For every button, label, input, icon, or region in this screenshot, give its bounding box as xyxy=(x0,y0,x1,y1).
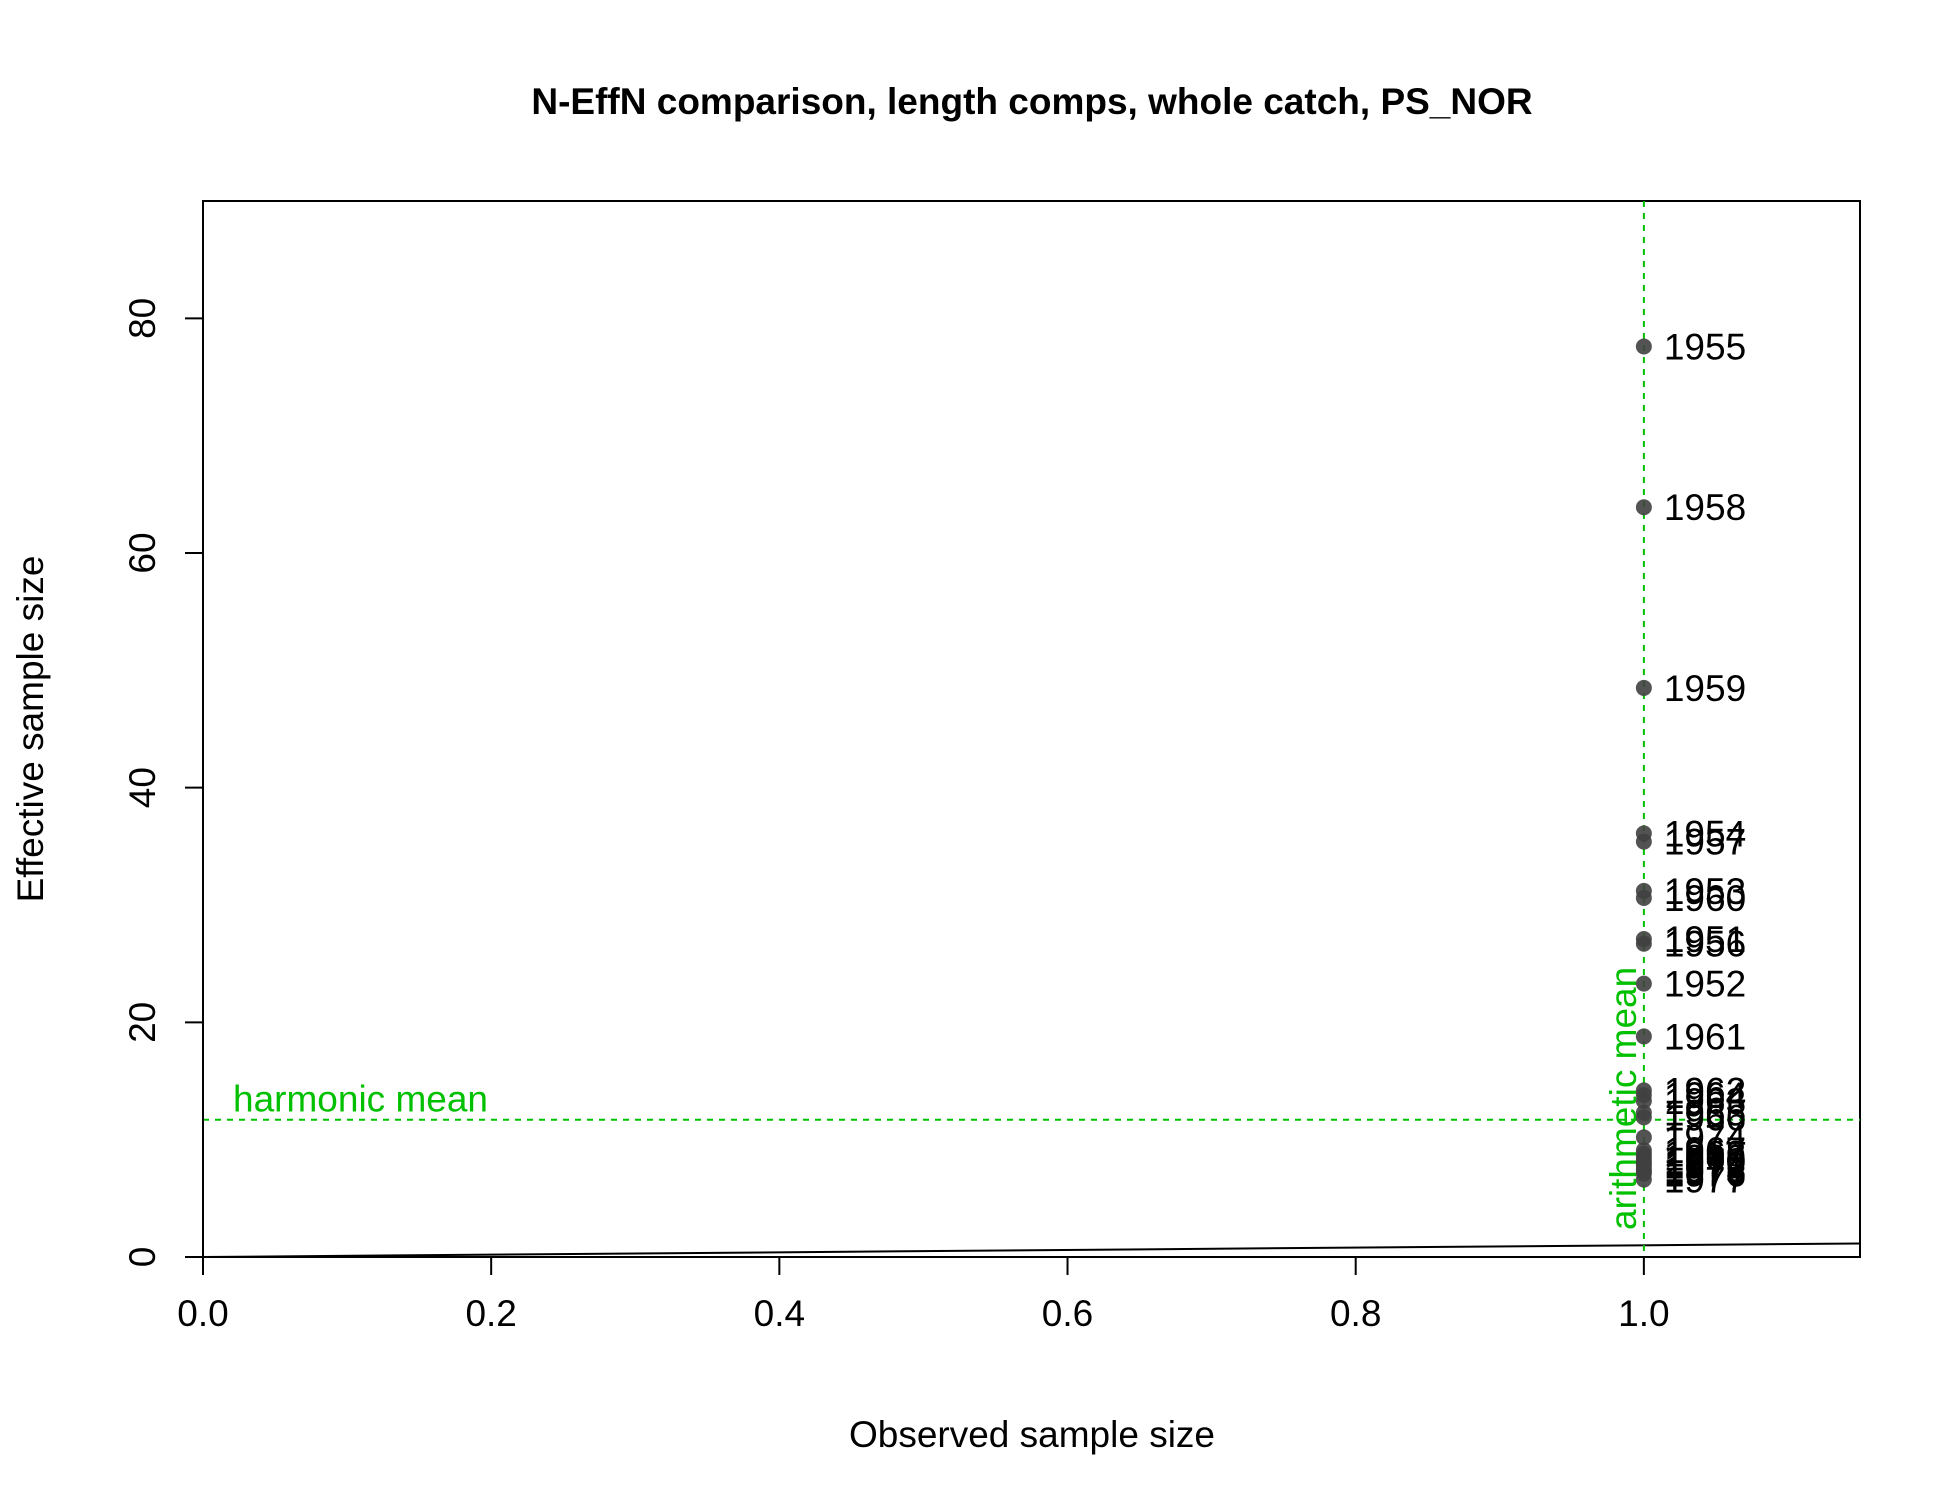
y-tick-label: 80 xyxy=(122,298,163,339)
data-point xyxy=(1635,935,1652,952)
x-tick-label: 0.6 xyxy=(1042,1293,1093,1334)
harmonic-mean-label: harmonic mean xyxy=(233,1079,488,1120)
data-label: 1977 xyxy=(1664,1160,1746,1201)
data-label: 1968 xyxy=(1664,1134,1746,1175)
x-tick-label: 0.8 xyxy=(1330,1293,1381,1334)
reference-lines: harmonic mean arithmetic mean xyxy=(202,201,1861,1258)
y-tick-label: 20 xyxy=(122,1002,163,1043)
data-point xyxy=(1635,975,1652,992)
one-to-one-line xyxy=(202,1242,1861,1258)
data-label: 1957 xyxy=(1664,822,1746,863)
y-tick-label: 40 xyxy=(122,767,163,808)
data-point xyxy=(1635,499,1652,516)
x-tick-label: 0.2 xyxy=(465,1293,516,1334)
data-point xyxy=(1635,1129,1652,1146)
data-label: 1952 xyxy=(1664,964,1746,1005)
data-label: 1963 xyxy=(1664,1081,1746,1122)
data-label: 1951 xyxy=(1664,919,1746,960)
data-label: 1955 xyxy=(1664,326,1746,367)
x-axis-label: Observed sample size xyxy=(849,1414,1215,1455)
data-label: 1961 xyxy=(1664,1016,1746,1057)
data-label: 1960 xyxy=(1664,878,1746,919)
data-point xyxy=(1635,679,1652,696)
data-point xyxy=(1635,833,1652,850)
data-label: 1958 xyxy=(1664,487,1746,528)
data-label: 1975 xyxy=(1664,1151,1746,1192)
data-point xyxy=(1635,1028,1652,1045)
x-tick-label: 0.0 xyxy=(177,1293,228,1334)
data-label: 1953 xyxy=(1664,871,1746,912)
data-points xyxy=(1635,338,1652,1188)
data-label: 1967 xyxy=(1664,1130,1746,1171)
x-tick-label: 1.0 xyxy=(1618,1293,1669,1334)
data-point xyxy=(1635,1171,1652,1188)
y-axis: 0 20 40 60 80 xyxy=(122,298,204,1268)
data-label: 1970 xyxy=(1664,1141,1746,1182)
data-point xyxy=(1635,1109,1652,1126)
x-axis: 0.0 0.2 0.4 0.6 0.8 1.0 xyxy=(177,1256,1670,1334)
data-label: 1956 xyxy=(1664,924,1746,965)
data-label: 1965 xyxy=(1664,1093,1746,1134)
data-point xyxy=(1635,1092,1652,1109)
data-label: 1969 xyxy=(1664,1137,1746,1178)
data-label: 1973 xyxy=(1664,1149,1746,1190)
data-label: 1954 xyxy=(1664,813,1746,854)
data-label: 1966 xyxy=(1664,1097,1746,1138)
data-label: 1976 xyxy=(1664,1154,1746,1195)
y-axis-label: Effective sample size xyxy=(10,556,51,903)
data-point xyxy=(1635,889,1652,906)
data-label: 1974 xyxy=(1664,1117,1746,1158)
y-tick-label: 60 xyxy=(122,532,163,573)
data-label: 1971 xyxy=(1664,1143,1746,1184)
data-label: 1964 xyxy=(1664,1075,1746,1116)
data-point xyxy=(1635,338,1652,355)
data-label: 1972 xyxy=(1664,1145,1746,1186)
x-tick-label: 0.4 xyxy=(754,1293,805,1334)
data-label: 1959 xyxy=(1664,668,1746,709)
data-label: 1962 xyxy=(1664,1070,1746,1111)
y-tick-label: 0 xyxy=(122,1247,163,1268)
chart-title: N-EffN comparison, length comps, whole c… xyxy=(531,81,1532,122)
